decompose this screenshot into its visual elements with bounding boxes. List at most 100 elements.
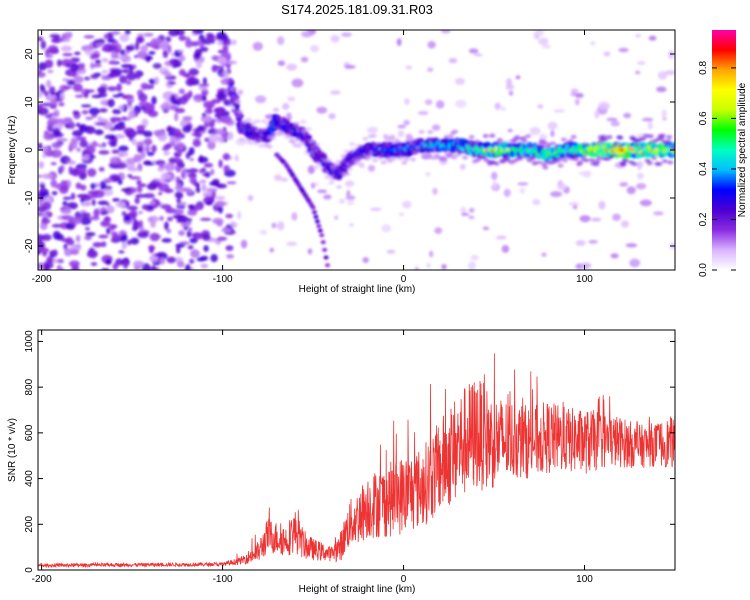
heatmap-cell: [90, 74, 99, 80]
heatmap-cell: [168, 157, 177, 164]
heatmap-cell: [84, 235, 92, 241]
heatmap-cell: [121, 234, 128, 240]
heatmap-cell: [71, 264, 80, 270]
heatmap-cell: [215, 196, 226, 200]
heatmap-cell: [81, 110, 89, 115]
heatmap-cell: [44, 59, 54, 69]
heatmap-cell: [429, 250, 434, 258]
heatmap-cell: [198, 168, 204, 174]
heatmap-cell: [625, 243, 638, 248]
heatmap-cell: [276, 36, 285, 45]
heatmap-cell: [45, 53, 54, 59]
heatmap-cell: [641, 117, 654, 122]
x-tick-label: 100: [576, 274, 593, 285]
heatmap-cell: [602, 137, 609, 142]
heatmap-cell: [588, 239, 598, 244]
heatmap-cell: [38, 233, 44, 243]
heatmap-cell: [178, 69, 186, 76]
heatmap-cell: [104, 259, 112, 265]
heatmap-cell: [177, 49, 184, 53]
heatmap-cell: [202, 191, 212, 198]
heatmap-cell: [631, 161, 638, 166]
heatmap-cell: [80, 216, 92, 226]
heatmap-cell: [639, 199, 652, 207]
heatmap-cell: [568, 201, 580, 206]
heatmap-cell: [47, 117, 59, 126]
heatmap-cell: [133, 154, 142, 163]
heatmap-cell: [435, 100, 445, 109]
heatmap-cell: [427, 67, 434, 73]
heatmap-cell: [56, 138, 68, 142]
heatmap-cell: [149, 232, 161, 242]
heatmap-cell: [114, 134, 126, 139]
heatmap-cell: [286, 63, 298, 71]
heatmap-cell: [277, 60, 286, 66]
heatmap-cell: [441, 157, 448, 162]
heatmap-cell: [323, 194, 332, 200]
heatmap-cell: [159, 257, 166, 265]
heatmap-cell: [223, 47, 229, 55]
heatmap-cell: [193, 30, 202, 35]
heatmap-cell: [38, 36, 44, 42]
y-tick-label: 800: [24, 378, 35, 395]
heatmap-cell: [461, 212, 470, 216]
heatmap-cell: [362, 136, 369, 141]
heatmap-cell: [148, 78, 157, 84]
heatmap-cell: [187, 245, 194, 250]
heatmap-y-ticks: -20 -10 0 10 20: [24, 48, 675, 253]
heatmap-cell: [237, 89, 244, 96]
heatmap-cell: [38, 161, 45, 169]
heatmap-cell: [118, 105, 125, 110]
colorbar-ticks: 0.0 0.2 0.4 0.6 0.8: [698, 61, 736, 277]
heatmap-cell: [329, 90, 341, 95]
heatmap-cell: [112, 94, 121, 98]
heatmap-cell: [409, 157, 416, 162]
heatmap-cell: [345, 195, 356, 201]
heatmap-cell: [225, 245, 234, 251]
y-tick-label: 0: [24, 567, 35, 573]
heatmap-cell: [38, 250, 41, 255]
heatmap-cell: [141, 204, 151, 210]
heatmap-cell: [610, 121, 620, 127]
heatmap-cell: [180, 222, 190, 228]
heatmap-cell: [41, 218, 51, 225]
heatmap-cell: [208, 134, 220, 143]
heatmap-cell: [635, 34, 642, 38]
heatmap-cell: [226, 181, 237, 185]
y-tick-label: -20: [24, 238, 35, 253]
heatmap-cell: [617, 135, 624, 140]
heatmap-cell: [192, 139, 202, 148]
heatmap-cell: [307, 165, 315, 174]
heatmap-cell: [188, 168, 199, 174]
heatmap-cell: [371, 158, 378, 163]
y-tick-label: 600: [24, 424, 35, 441]
heatmap-cell: [70, 216, 82, 225]
heatmap-cell: [538, 37, 549, 45]
heatmap-cell: [255, 95, 267, 104]
heatmap-cell: [236, 113, 242, 118]
heatmap-cell: [72, 83, 83, 92]
heatmap-cell: [175, 243, 186, 248]
heatmap-cell: [199, 217, 212, 221]
heatmap-cell: [316, 224, 322, 229]
heatmap-cell: [664, 70, 675, 75]
heatmap-cell: [91, 199, 96, 206]
heatmap-cell: [220, 115, 232, 124]
heatmap-cell: [174, 107, 186, 114]
heatmap-cell: [636, 172, 644, 180]
heatmap-cell: [492, 180, 497, 189]
heatmap-cell: [185, 152, 191, 160]
heatmap-cell: [414, 267, 419, 270]
heatmap-cell: [610, 253, 619, 259]
heatmap-cell: [85, 232, 96, 237]
heatmap-cell: [85, 49, 93, 56]
heatmap-cell: [155, 253, 165, 258]
heatmap-cell: [119, 75, 128, 84]
heatmap-cell: [550, 130, 555, 138]
figure-title: S174.2025.181.09.31.R03: [281, 2, 433, 17]
heatmap-cell: [101, 47, 109, 52]
heatmap-cell: [328, 113, 336, 120]
heatmap-cell: [541, 252, 547, 257]
heatmap-cell: [133, 266, 141, 270]
